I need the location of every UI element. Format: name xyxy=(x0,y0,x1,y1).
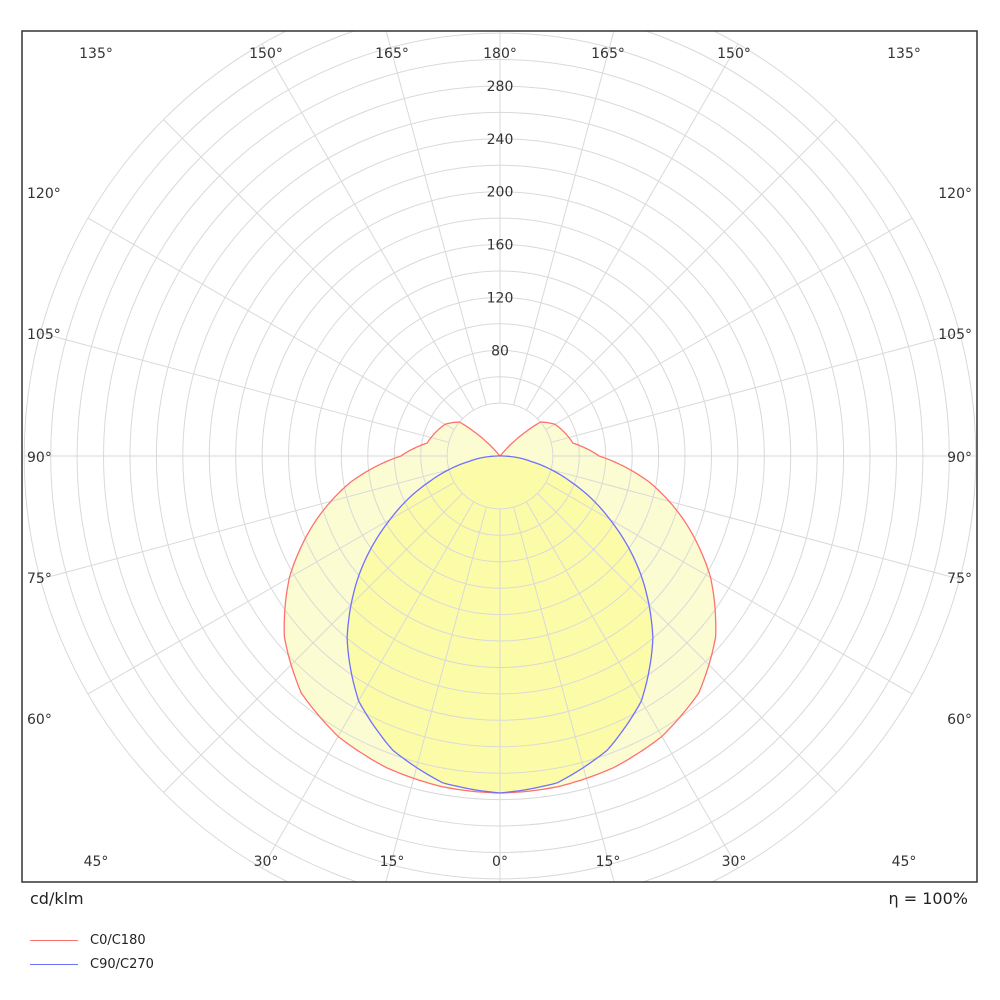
angle-label-bottom: 30° xyxy=(254,854,279,870)
angle-label-right: 120° xyxy=(938,186,972,202)
unit-label: cd/klm xyxy=(30,889,84,908)
grid-spoke xyxy=(163,119,463,419)
angle-label-left: 60° xyxy=(27,712,52,728)
radial-tick-label: 280 xyxy=(487,79,514,95)
grid-spoke xyxy=(513,506,615,882)
grid-spoke xyxy=(385,31,487,406)
grid-spoke xyxy=(40,332,450,443)
angle-label-left: 105° xyxy=(27,327,61,343)
angle-label-left: 90° xyxy=(27,450,52,466)
legend-item-c90: C90/C270 xyxy=(30,952,154,976)
legend-label-c90: C90/C270 xyxy=(90,956,154,972)
grid-spoke xyxy=(385,506,487,882)
angle-label-right: 60° xyxy=(947,712,972,728)
grid-spoke xyxy=(545,217,913,431)
grid-spoke xyxy=(525,43,739,411)
legend-swatch-c90 xyxy=(30,963,78,965)
grid-spoke xyxy=(40,469,450,580)
angle-label-top: 135° xyxy=(887,46,921,62)
grid-spoke xyxy=(550,332,960,443)
radial-tick-label: 80 xyxy=(491,343,509,359)
legend-label-c0: C0/C180 xyxy=(90,932,146,948)
legend: C0/C180 C90/C270 xyxy=(30,928,154,976)
grid-spoke xyxy=(537,493,837,793)
series-c90-line xyxy=(346,455,654,794)
grid-spoke xyxy=(537,119,837,419)
angle-label-bottom: 0° xyxy=(492,854,508,870)
plot-frame xyxy=(21,30,978,883)
angle-label-left: 120° xyxy=(27,186,61,202)
angle-label-top: 165° xyxy=(591,46,625,62)
radial-tick-label: 120 xyxy=(487,290,514,306)
grid-spoke xyxy=(545,481,913,695)
grid-spoke xyxy=(513,31,615,406)
angle-label-top: 150° xyxy=(717,46,751,62)
efficiency-label: η = 100% xyxy=(888,889,968,908)
angle-label-bottom: 15° xyxy=(596,854,621,870)
polar-grid xyxy=(23,31,977,882)
grid-spoke xyxy=(163,493,463,793)
legend-item-c0: C0/C180 xyxy=(30,928,154,952)
angle-label-top: 135° xyxy=(79,46,113,62)
angle-label-top: 150° xyxy=(249,46,283,62)
legend-swatch-c0 xyxy=(30,939,78,941)
grid-spoke xyxy=(550,469,960,580)
radial-tick-label: 160 xyxy=(487,238,514,254)
radial-tick-label: 240 xyxy=(487,132,514,148)
angle-label-bottom: 45° xyxy=(84,854,109,870)
grid-spoke xyxy=(525,501,739,869)
angle-label-right: 75° xyxy=(947,571,972,587)
grid-spoke xyxy=(87,481,455,695)
angle-label-top: 165° xyxy=(375,46,409,62)
grid-spoke xyxy=(261,501,475,869)
angle-labels: 135° 150° 165° 180° 165° 150° 135° 45° 30° 15° 0° 1… xyxy=(27,46,972,870)
curves-line-layer xyxy=(283,421,717,794)
angle-label-top: 180° xyxy=(483,46,517,62)
angle-label-left: 75° xyxy=(27,571,52,587)
radial-tick-labels: 80 120 160 200 240 280 xyxy=(487,79,514,359)
angle-label-right: 90° xyxy=(947,450,972,466)
grid-spoke xyxy=(261,43,475,411)
grid-spoke xyxy=(87,217,455,431)
angle-label-bottom: 30° xyxy=(722,854,747,870)
angle-label-bottom: 45° xyxy=(892,854,917,870)
angle-label-right: 105° xyxy=(938,327,972,343)
radial-tick-label: 200 xyxy=(487,185,514,201)
angle-label-bottom: 15° xyxy=(380,854,405,870)
